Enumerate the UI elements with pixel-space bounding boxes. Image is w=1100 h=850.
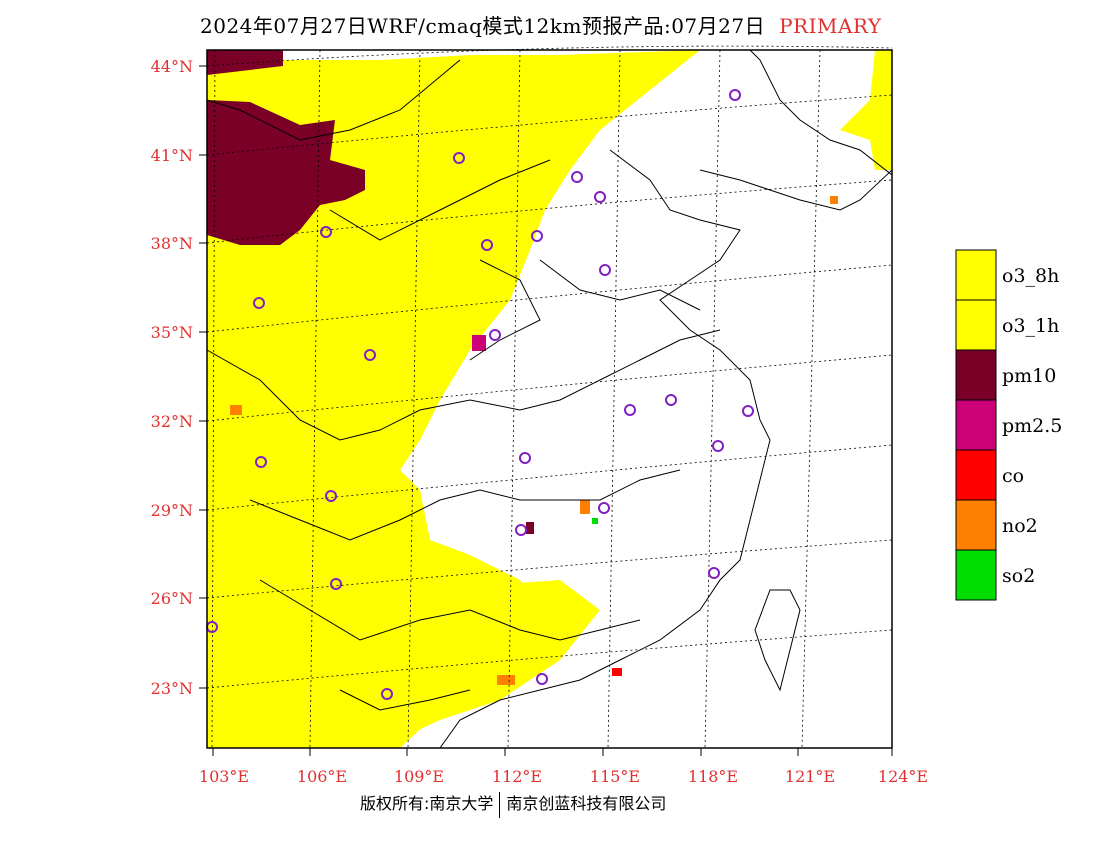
ticks [199,65,893,756]
lat-label: 35°N [151,323,193,342]
legend-swatch-o3-8h [955,249,997,301]
lat-label: 32°N [151,412,193,431]
pm10-patch-top [207,50,283,75]
no2-patch-2 [497,675,515,685]
legend-swatch-co [955,449,997,501]
lat-label: 26°N [151,589,193,608]
lat-label: 23°N [151,679,193,698]
legend-swatch-o3-1h [955,299,997,351]
pm10-region [207,100,365,245]
lon-label: 118°E [688,767,738,786]
legend-label: o3_8h [1002,265,1059,287]
pm10-patch-2 [526,522,534,534]
lon-labels: 103°E 106°E 109°E 112°E 115°E 118°E 121°… [199,767,928,786]
pm25-patch [472,335,486,351]
station-markers [206,89,754,700]
no2-patch-1 [580,500,590,514]
lon-label: 109°E [394,767,444,786]
lon-label: 106°E [297,767,347,786]
legend-label: so2 [1002,565,1035,587]
legend-label: o3_1h [1002,315,1059,337]
lon-label: 103°E [199,767,249,786]
lat-labels: 44°N 41°N 38°N 35°N 32°N 29°N 26°N 23°N [151,57,193,698]
map-frame [206,49,893,749]
copyright-owner: 版权所有:南京大学 [360,794,494,813]
lon-label: 112°E [492,767,542,786]
no2-patch-4 [230,405,242,415]
legend-swatch-no2 [955,499,997,551]
title-tag: PRIMARY [779,14,882,38]
o3-region-south [290,580,600,748]
legend-swatch-pm10 [955,349,997,401]
lat-label: 44°N [151,57,193,76]
no2-patch-3 [830,196,838,204]
copyright-company: 南京创蓝科技有限公司 [506,794,667,813]
legend-label: pm2.5 [1002,415,1062,437]
o3-region-west [207,50,700,748]
so2-patch [592,518,598,524]
legend: o3_8h o3_1h pm10 pm2.5 co no2 so2 [955,249,1062,601]
lat-label: 29°N [151,501,193,520]
co-patch [612,668,622,676]
lon-label: 124°E [878,767,928,786]
o3-region-ne [840,50,892,170]
legend-label: pm10 [1002,365,1056,387]
graticule [206,45,893,749]
map-title: 2024年07月27日WRF/cmaq模式12km预报产品:07月27日 PRIM… [200,10,882,39]
lat-label: 38°N [151,234,193,253]
lat-label: 41°N [151,146,193,165]
legend-label: co [1002,465,1024,487]
legend-swatch-so2 [955,549,997,601]
lon-label: 115°E [590,767,640,786]
copyright-footer: 版权所有:南京大学 南京创蓝科技有限公司 [360,790,666,818]
footer-divider [499,791,501,818]
boundaries [206,49,893,749]
legend-swatch-pm25 [955,399,997,451]
legend-label: no2 [1002,515,1038,537]
lon-label: 121°E [785,767,835,786]
title-text: 2024年07月27日WRF/cmaq模式12km预报产品:07月27日 [200,14,766,38]
